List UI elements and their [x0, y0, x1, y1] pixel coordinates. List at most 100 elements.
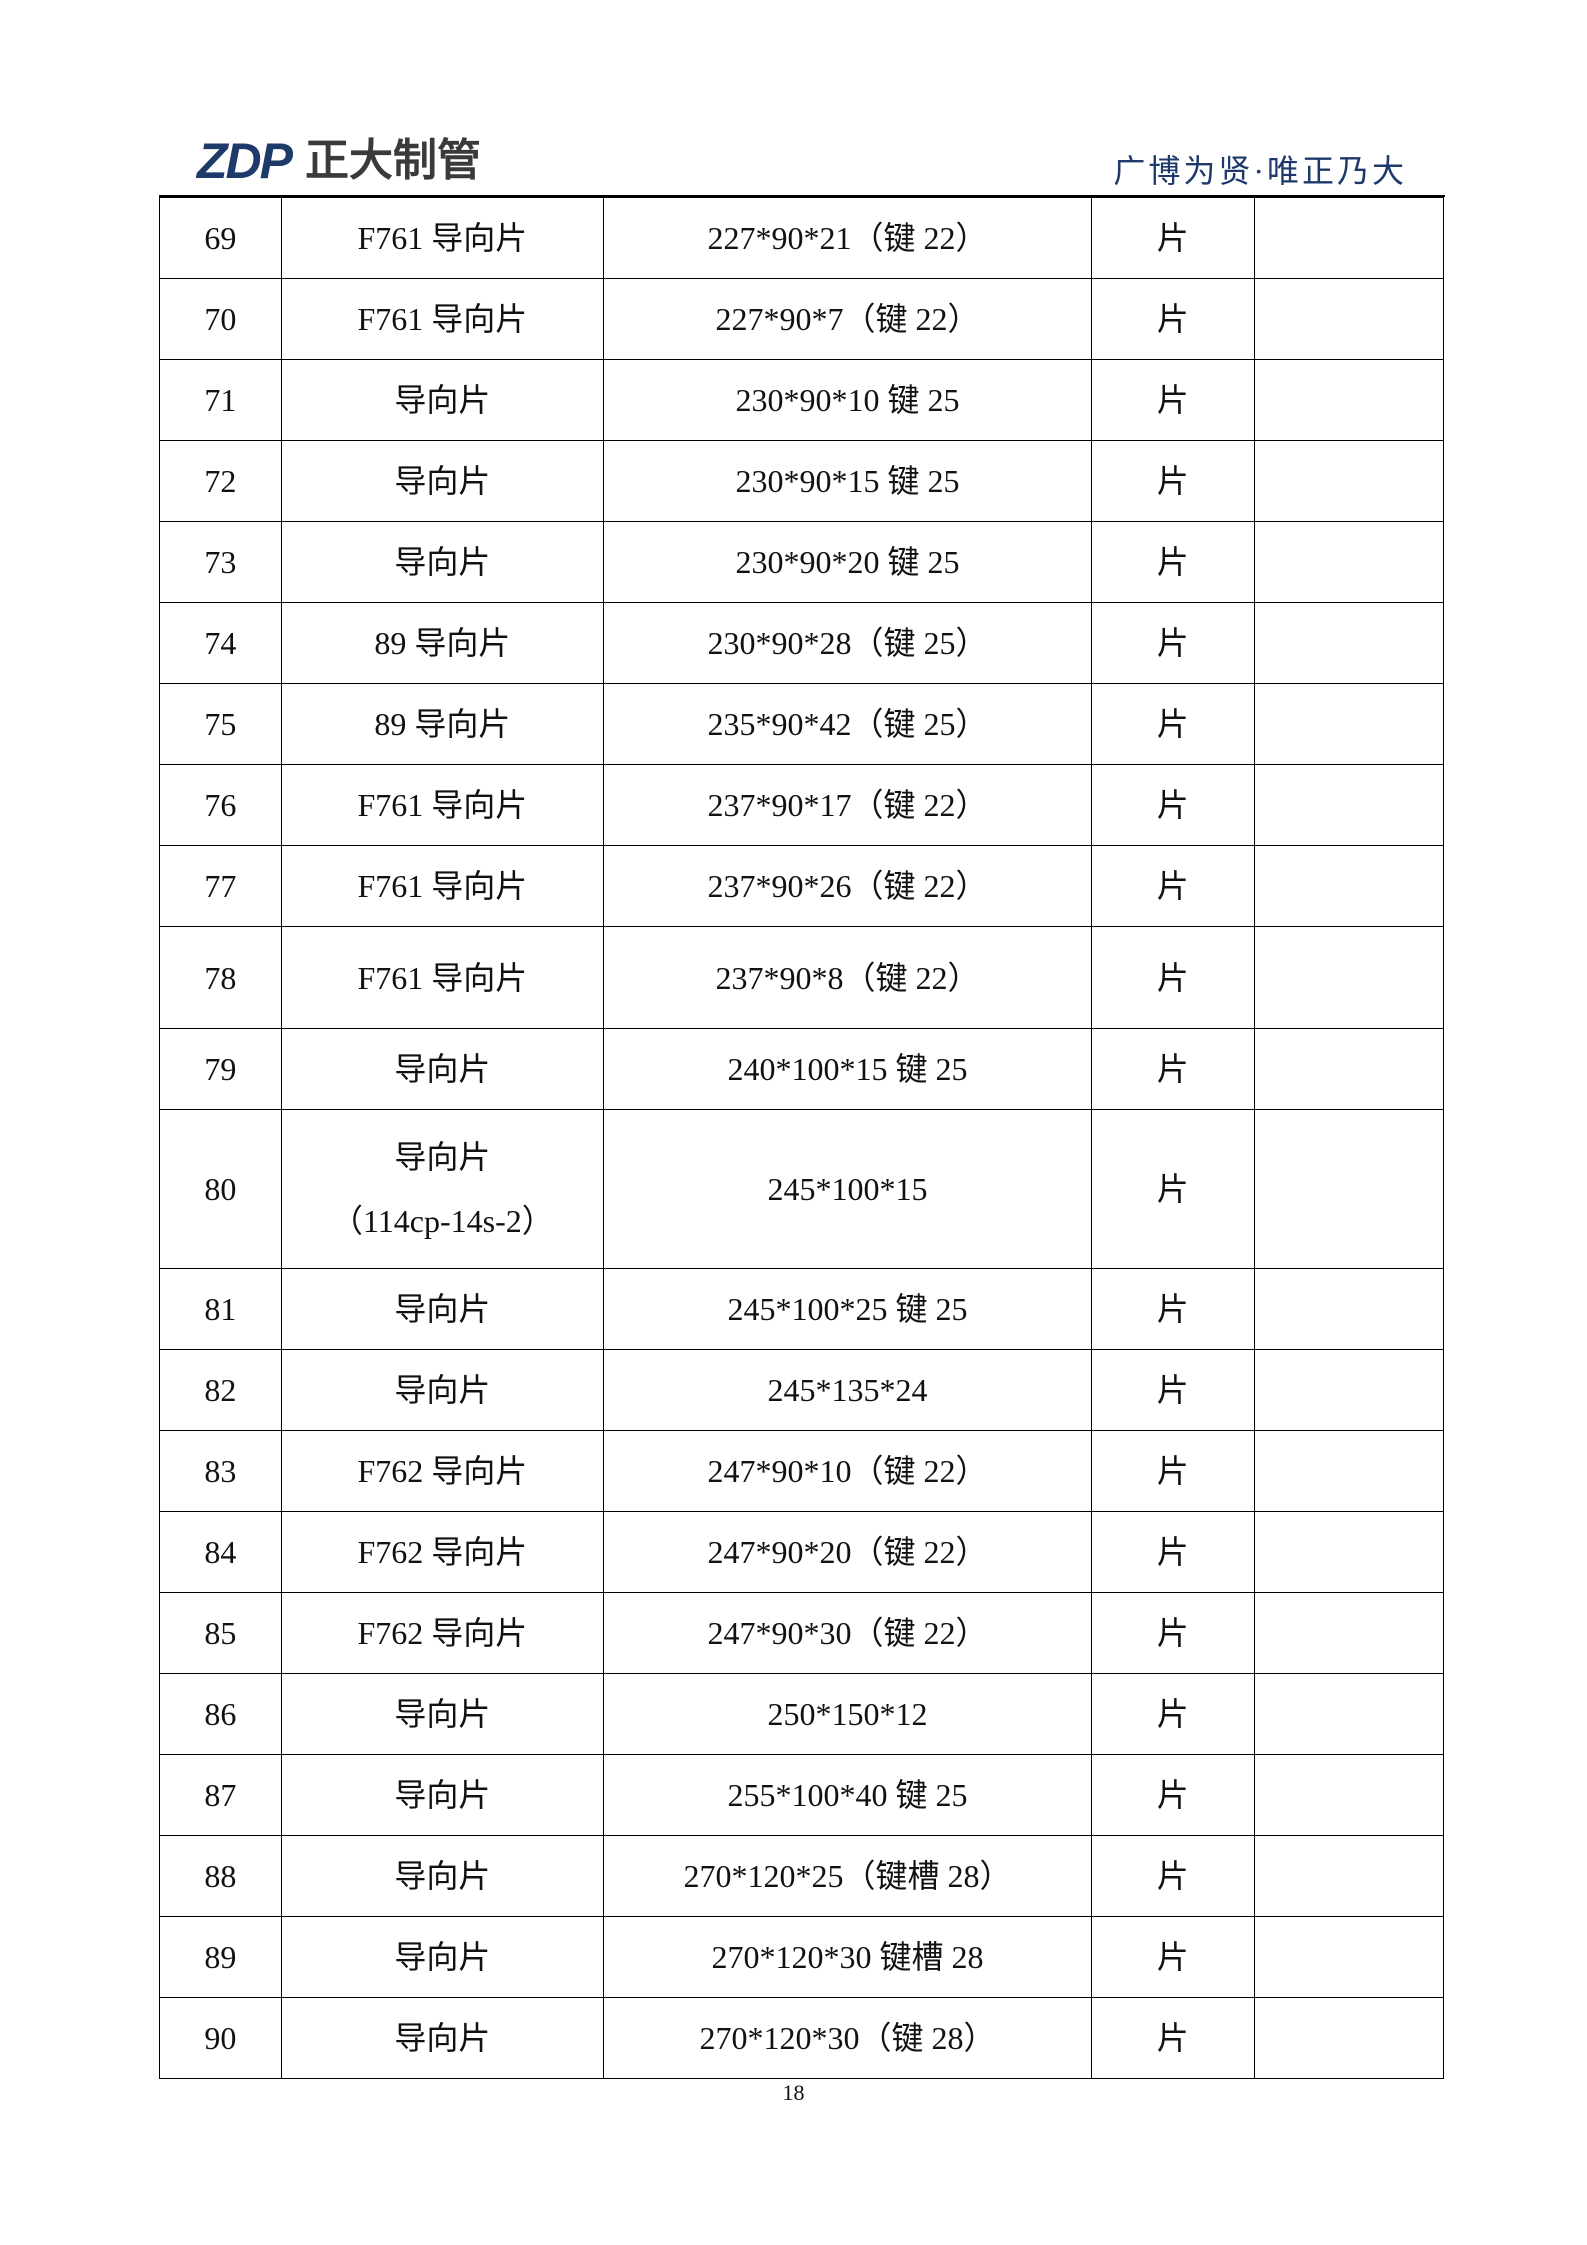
remarks-cell [1253, 1997, 1445, 2079]
remarks-cell [1253, 683, 1445, 765]
remarks-cell [1253, 1268, 1445, 1350]
row-number-cell: 71 [159, 359, 282, 441]
unit-cell: 片 [1090, 359, 1255, 441]
table-row: 82 导向片 245*135*24 片 [159, 1349, 1445, 1431]
specification-cell: 245*135*24 [603, 1349, 1092, 1431]
remarks-cell [1253, 1916, 1445, 1998]
table-row: 72 导向片 230*90*15 键 25 片 [159, 440, 1445, 522]
table-row: 79 导向片 240*100*15 键 25 片 [159, 1028, 1445, 1110]
unit-cell: 片 [1090, 764, 1255, 846]
specification-cell: 270*120*30（键 28） [603, 1997, 1092, 2079]
remarks-cell [1253, 1754, 1445, 1836]
table-row: 70 F761 导向片 227*90*7（键 22）片 [159, 278, 1445, 360]
remarks-cell [1253, 359, 1445, 441]
unit-cell: 片 [1090, 1835, 1255, 1917]
part-name-cell: 导向片 [280, 1268, 605, 1350]
unit-cell: 片 [1090, 845, 1255, 927]
table-row: 81 导向片 245*100*25 键 25 片 [159, 1268, 1445, 1350]
company-logo: ZDP 正大制管 [197, 136, 481, 186]
part-name-cell: 导向片 （114cp-14s-2） [280, 1109, 605, 1269]
table-row: 89 导向片 270*120*30 键槽 28 片 [159, 1916, 1445, 1998]
remarks-cell [1253, 1430, 1445, 1512]
unit-cell: 片 [1090, 278, 1255, 360]
part-name-cell: 导向片 [280, 1028, 605, 1110]
unit-cell: 片 [1090, 1349, 1255, 1431]
part-name-cell: 导向片 [280, 440, 605, 522]
part-name-cell: 导向片 [280, 1754, 605, 1836]
part-name-cell: F762 导向片 [280, 1430, 605, 1512]
unit-cell: 片 [1090, 521, 1255, 603]
part-name-cell: F761 导向片 [280, 845, 605, 927]
table-row: 78 F761 导向片 237*90*8（键 22）片 [159, 926, 1445, 1029]
header-divider [159, 195, 1445, 197]
remarks-cell [1253, 440, 1445, 522]
specification-cell: 245*100*15 [603, 1109, 1092, 1269]
table-row: 76 F761 导向片 237*90*17（键 22）片 [159, 764, 1445, 846]
part-name-cell: 导向片 [280, 1835, 605, 1917]
remarks-cell [1253, 1028, 1445, 1110]
remarks-cell [1253, 845, 1445, 927]
logo-mark: ZDP [197, 133, 293, 189]
specification-cell: 230*90*28（键 25） [603, 602, 1092, 684]
table-row: 77 F761 导向片 237*90*26（键 22）片 [159, 845, 1445, 927]
part-name-cell: F761 导向片 [280, 926, 605, 1029]
part-name-cell: F761 导向片 [280, 764, 605, 846]
row-number-cell: 81 [159, 1268, 282, 1350]
table-row: 80 导向片 （114cp-14s-2） 245*100*15 片 [159, 1109, 1445, 1269]
specification-cell: 250*150*12 [603, 1673, 1092, 1755]
row-number-cell: 82 [159, 1349, 282, 1431]
part-name-cell: 导向片 [280, 1673, 605, 1755]
table-row: 85 F762 导向片 247*90*30（键 22）片 [159, 1592, 1445, 1674]
specification-cell: 230*90*15 键 25 [603, 440, 1092, 522]
remarks-cell [1253, 1592, 1445, 1674]
page-number: 18 [782, 2080, 805, 2105]
table-row: 86 导向片 250*150*12 片 [159, 1673, 1445, 1755]
specification-cell: 245*100*25 键 25 [603, 1268, 1092, 1350]
specification-cell: 270*120*25（键槽 28） [603, 1835, 1092, 1917]
remarks-cell [1253, 1511, 1445, 1593]
specification-cell: 247*90*20（键 22） [603, 1511, 1092, 1593]
specification-cell: 255*100*40 键 25 [603, 1754, 1092, 1836]
row-number-cell: 76 [159, 764, 282, 846]
unit-cell: 片 [1090, 1028, 1255, 1110]
parts-table: 69 F761 导向片 227*90*21（键 22）片 70 F761 导向片 227*… [159, 197, 1445, 2079]
specification-cell: 237*90*26（键 22） [603, 845, 1092, 927]
table-row: 88 导向片 270*120*25（键槽 28）片 [159, 1835, 1445, 1917]
slogan: 广博为贤·唯正乃大 [1113, 153, 1407, 189]
part-name-line: 导向片 [394, 1139, 491, 1175]
part-name-cell: 89 导向片 [280, 602, 605, 684]
part-name-cell: F762 导向片 [280, 1511, 605, 1593]
part-name-line: （114cp-14s-2） [330, 1203, 554, 1239]
table-row: 74 89 导向片 230*90*28（键 25）片 [159, 602, 1445, 684]
row-number-cell: 89 [159, 1916, 282, 1998]
row-number-cell: 75 [159, 683, 282, 765]
row-number-cell: 74 [159, 602, 282, 684]
specification-cell: 270*120*30 键槽 28 [603, 1916, 1092, 1998]
unit-cell: 片 [1090, 1430, 1255, 1512]
part-name-cell: 导向片 [280, 521, 605, 603]
specification-cell: 227*90*7（键 22） [603, 278, 1092, 360]
part-name-cell: F762 导向片 [280, 1592, 605, 1674]
remarks-cell [1253, 1109, 1445, 1269]
row-number-cell: 88 [159, 1835, 282, 1917]
unit-cell: 片 [1090, 1673, 1255, 1755]
specification-cell: 247*90*30（键 22） [603, 1592, 1092, 1674]
table-row: 83 F762 导向片 247*90*10（键 22）片 [159, 1430, 1445, 1512]
logo-name: 正大制管 [305, 135, 481, 186]
remarks-cell [1253, 602, 1445, 684]
unit-cell: 片 [1090, 602, 1255, 684]
row-number-cell: 87 [159, 1754, 282, 1836]
specification-cell: 235*90*42（键 25） [603, 683, 1092, 765]
row-number-cell: 77 [159, 845, 282, 927]
part-name-cell: F761 导向片 [280, 197, 605, 279]
specification-cell: 230*90*20 键 25 [603, 521, 1092, 603]
remarks-cell [1253, 1673, 1445, 1755]
table-row: 84 F762 导向片 247*90*20（键 22）片 [159, 1511, 1445, 1593]
remarks-cell [1253, 521, 1445, 603]
part-name-cell: 导向片 [280, 1916, 605, 1998]
specification-cell: 237*90*17（键 22） [603, 764, 1092, 846]
part-name-cell: 导向片 [280, 1997, 605, 2079]
table-row: 75 89 导向片 235*90*42（键 25）片 [159, 683, 1445, 765]
row-number-cell: 86 [159, 1673, 282, 1755]
table-row: 71 导向片 230*90*10 键 25 片 [159, 359, 1445, 441]
